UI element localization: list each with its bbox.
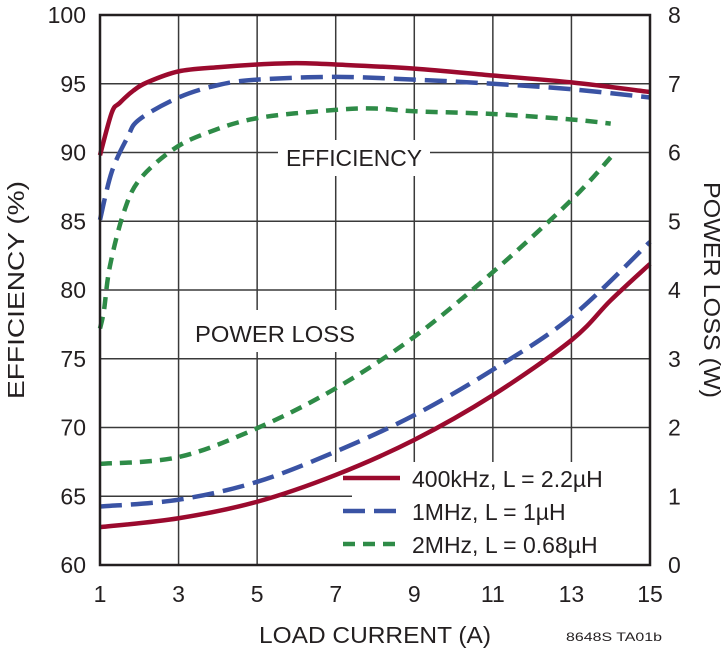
legend-label: 2MHz, L = 0.68µH xyxy=(412,532,598,558)
power-loss-curve xyxy=(99,240,652,509)
efficiency-curve xyxy=(97,60,651,156)
y2-tick-label: 5 xyxy=(668,208,681,234)
legend-label: 400kHz, L = 2.2µH xyxy=(412,466,603,492)
efficiency-curve xyxy=(97,106,611,330)
y-tick-label: 85 xyxy=(60,208,86,234)
legend: 400kHz, L = 2.2µH 1MHz, L = 1µH 2MHz, L = … xyxy=(343,466,603,558)
y-axis-title: EFFICIENCY (%) xyxy=(3,181,29,399)
curves xyxy=(97,60,652,530)
x-tick-label: 5 xyxy=(251,581,264,607)
y-tick-label: 75 xyxy=(60,346,86,372)
y-tick-label: 100 xyxy=(48,2,86,28)
efficiency-label-bg xyxy=(278,140,430,176)
x-tick-label: 13 xyxy=(559,581,585,607)
x-tick-label: 3 xyxy=(172,581,185,607)
efficiency-curve xyxy=(97,74,651,221)
y2-axis-title: POWER LOSS (W) xyxy=(699,182,725,398)
y-tick-label: 65 xyxy=(60,483,86,509)
footnote: 8648S TA01b xyxy=(566,630,662,644)
y2-tick-label: 1 xyxy=(668,483,681,509)
efficiency-annotation: EFFICIENCY xyxy=(286,145,422,171)
y2-tick-label: 7 xyxy=(668,71,681,97)
y2-tick-label: 8 xyxy=(668,2,681,28)
x-axis-title: LOAD CURRENT (A) xyxy=(259,622,491,648)
y-tick-label: 70 xyxy=(60,415,86,441)
x-tick-label: 11 xyxy=(481,581,505,607)
y-tick-label: 95 xyxy=(60,71,86,97)
y2-tick-label: 3 xyxy=(668,346,681,372)
y-tick-label: 60 xyxy=(60,552,86,578)
x-tick-label: 15 xyxy=(637,581,663,607)
x-tick-label: 1 xyxy=(94,581,107,607)
y-tick-label: 80 xyxy=(60,277,86,303)
legend-label: 1MHz, L = 1µH xyxy=(412,499,566,525)
y2-tick-label: 2 xyxy=(668,415,681,441)
power-loss-annotation: POWER LOSS xyxy=(195,321,355,347)
y2-tick-label: 4 xyxy=(668,277,681,303)
power-loss-label-bg xyxy=(186,310,362,352)
power-loss-curve xyxy=(99,262,652,530)
x-tick-label: 7 xyxy=(329,581,342,607)
plot-frame xyxy=(98,13,652,567)
y2-tick-label: 0 xyxy=(668,552,681,578)
y-tick-label: 90 xyxy=(60,140,86,166)
y2-tick-label: 6 xyxy=(668,140,681,166)
x-tick-label: 9 xyxy=(408,581,421,607)
power-loss-curve xyxy=(99,155,613,467)
